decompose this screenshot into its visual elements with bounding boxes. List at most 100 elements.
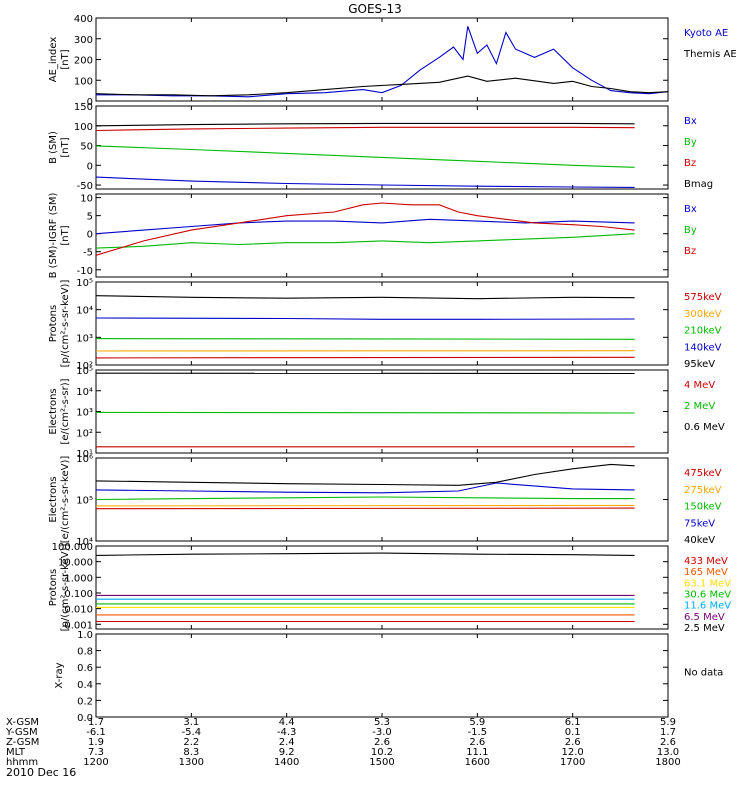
y-tick-label: -50 bbox=[77, 181, 93, 192]
footer-value: -4.3 bbox=[277, 727, 297, 738]
legend-entry: No data bbox=[684, 668, 723, 679]
series-line bbox=[95, 317, 635, 320]
footer-value: 0.1 bbox=[565, 727, 581, 738]
footer-value: 6.1 bbox=[565, 717, 581, 728]
y-tick-label: 10³ bbox=[76, 333, 93, 344]
series-line bbox=[95, 552, 635, 556]
footer-value: 2.6 bbox=[374, 737, 390, 748]
panel-frame bbox=[95, 633, 669, 718]
y-tick-label: 0.6 bbox=[77, 663, 93, 674]
series-line bbox=[95, 145, 635, 168]
footer-value: 1.9 bbox=[88, 737, 104, 748]
series-line bbox=[96, 26, 669, 98]
footer-value: 2.6 bbox=[469, 737, 485, 748]
y-axis-label: Electrons bbox=[48, 388, 59, 434]
legend-entry: 95keV bbox=[684, 359, 715, 370]
legend-entry: 433 MeV bbox=[684, 556, 728, 567]
orbit-footer: X-GSM 1.7 3.1 4.4 5.3 5.9 6.1 5.9 Y-GSM -6.1 -5.4 -… bbox=[5, 717, 681, 768]
footer-value: 2.4 bbox=[279, 737, 295, 748]
y-tick-label: 10⁴ bbox=[76, 306, 93, 317]
panel-frame bbox=[95, 281, 669, 366]
panel-frame bbox=[95, 457, 669, 542]
y-tick-label: 10⁵ bbox=[76, 366, 93, 377]
y-tick-label: -10 bbox=[77, 266, 93, 277]
date-label: 2010 Dec 16 bbox=[6, 766, 76, 779]
footer-row-label: hhmm bbox=[6, 757, 38, 768]
y-tick-label: 200 bbox=[74, 56, 93, 67]
y-tick-label: 10⁶ bbox=[76, 454, 93, 465]
y-tick-label: 10⁵ bbox=[76, 496, 93, 507]
series-line bbox=[95, 218, 635, 235]
footer-value: 8.3 bbox=[183, 747, 199, 758]
legend-entry: Kyoto AE bbox=[684, 28, 728, 39]
footer-value: 10.2 bbox=[371, 747, 393, 758]
series-line bbox=[95, 356, 635, 359]
y-tick-label: 5 bbox=[87, 212, 93, 223]
panel-frame bbox=[95, 545, 669, 630]
footer-value: 1400 bbox=[274, 757, 299, 768]
legend-entry: Bz bbox=[684, 246, 696, 257]
y-axis-units: [p/(cm²-s-sr-keV)] bbox=[60, 280, 71, 368]
footer-row-label: Z-GSM bbox=[6, 737, 39, 748]
footer-value: 1300 bbox=[179, 757, 204, 768]
y-tick-label: -5 bbox=[83, 248, 93, 259]
legend-entry: 63.1 MeV bbox=[684, 578, 731, 589]
footer-value: -3.0 bbox=[372, 727, 392, 738]
y-axis-label: B (SM) bbox=[48, 131, 59, 164]
legend-entry: 11.6 MeV bbox=[684, 601, 731, 612]
series-line bbox=[95, 463, 635, 486]
legend-entry: Themis AE bbox=[683, 49, 737, 60]
series-line bbox=[95, 482, 635, 494]
footer-value: 12.0 bbox=[562, 747, 584, 758]
y-tick-label: 10² bbox=[76, 428, 93, 439]
legend-entry: 30.6 MeV bbox=[684, 590, 731, 601]
footer-row-label: Y-GSM bbox=[5, 727, 38, 738]
plot-title: GOES-13 bbox=[348, 2, 402, 16]
footer-value: 13.0 bbox=[657, 747, 679, 758]
series-line bbox=[95, 233, 635, 249]
y-tick-label: 0.8 bbox=[77, 647, 93, 658]
legend-entry: 75keV bbox=[684, 518, 715, 529]
footer-value: 1700 bbox=[560, 757, 585, 768]
footer-value: 5.9 bbox=[660, 717, 676, 728]
panel-frame bbox=[95, 193, 669, 278]
y-axis-label: Electrons bbox=[48, 476, 59, 522]
y-axis-units: [e/(cm²-s-sr)] bbox=[60, 378, 71, 444]
y-tick-label: 100 bbox=[74, 76, 93, 87]
footer-value: 1500 bbox=[369, 757, 394, 768]
y-tick-label: 100 bbox=[74, 122, 93, 133]
y-axis-units: [p/(cm²-s-sr-keV)] bbox=[60, 544, 71, 632]
panel-8: 0.0 0.2 0.4 0.6 0.8 1.0 X-ray No data bbox=[54, 630, 723, 724]
y-tick-label: 1.0 bbox=[77, 630, 93, 641]
y-tick-label: 0.001 bbox=[64, 620, 93, 631]
series-line bbox=[95, 504, 635, 507]
y-axis-units: [e/(cm²-s-sr-keV)] bbox=[60, 456, 71, 544]
footer-value: 4.4 bbox=[279, 717, 295, 728]
footer-value: -1.5 bbox=[468, 727, 488, 738]
series-line bbox=[95, 176, 635, 188]
legend-entry: 0.6 MeV bbox=[684, 422, 725, 433]
footer-value: 1200 bbox=[83, 757, 108, 768]
legend-entry: By bbox=[684, 137, 697, 148]
y-tick-label: 10⁵ bbox=[76, 278, 93, 289]
y-tick-label: 300 bbox=[74, 35, 93, 46]
footer-value: 1.7 bbox=[660, 727, 676, 738]
panel-5: 10¹ 10² 10³ 10⁴ 10⁵ Electrons [e/(cm²-s-sr)] 4 … bbox=[48, 366, 725, 460]
y-tick-label: 10¹ bbox=[76, 449, 93, 460]
legend-entry: Bx bbox=[684, 204, 697, 215]
footer-value: -5.4 bbox=[182, 727, 202, 738]
footer-value: 2.6 bbox=[565, 737, 581, 748]
y-axis-units: [nT] bbox=[60, 49, 71, 69]
footer-value: 1800 bbox=[655, 757, 680, 768]
y-tick-label: 10³ bbox=[76, 408, 93, 419]
legend-entry: 2 MeV bbox=[684, 401, 715, 412]
y-tick-label: 0.4 bbox=[77, 680, 93, 691]
footer-value: -6.1 bbox=[86, 727, 106, 738]
series-line bbox=[95, 338, 635, 340]
footer-row-label: MLT bbox=[6, 747, 26, 758]
series-line bbox=[95, 411, 635, 414]
y-tick-label: 400 bbox=[74, 14, 93, 25]
y-axis-label: B (SM)-IGRF (SM) bbox=[48, 193, 59, 279]
legend-entry: Bmag bbox=[684, 179, 713, 190]
